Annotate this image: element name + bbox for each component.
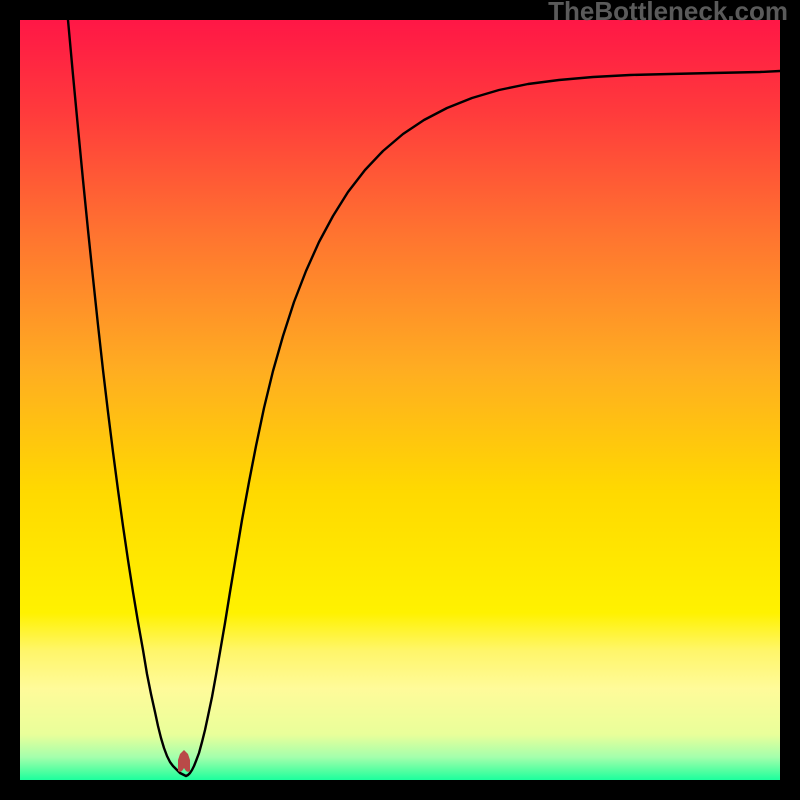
frame-border-left: [0, 0, 20, 800]
chart-root: TheBottleneck.com: [0, 0, 800, 800]
frame-border-bottom: [0, 780, 800, 800]
frame-border-right: [780, 0, 800, 800]
gradient-background: [20, 20, 780, 780]
frame-border-top: [0, 0, 800, 20]
plot-svg: [20, 20, 780, 780]
chart-plot-area: [20, 20, 780, 780]
